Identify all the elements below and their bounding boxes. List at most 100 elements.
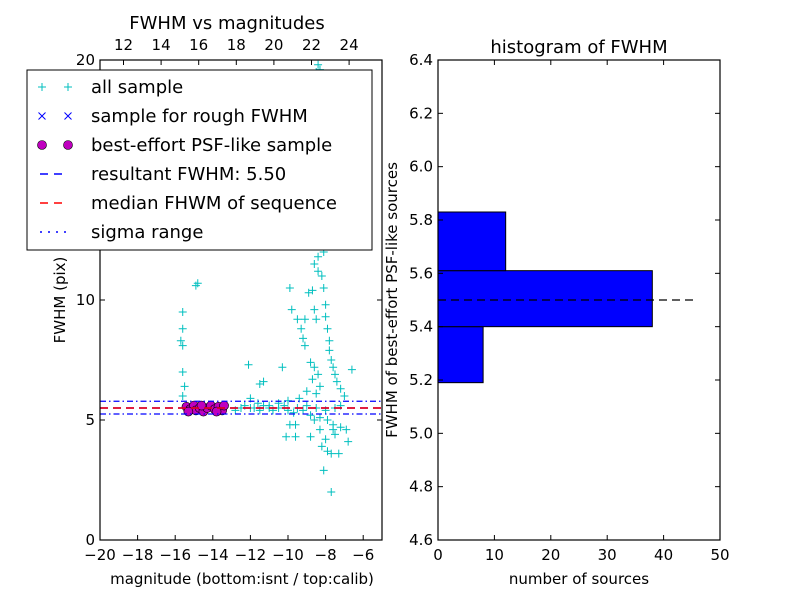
y-tick-label: 5.6: [409, 264, 433, 282]
all-sample-point: [336, 423, 345, 432]
all-sample-point: [321, 312, 330, 321]
top-tick-label: 20: [264, 36, 283, 54]
all-sample-point: [310, 416, 319, 424]
all-sample-point: [319, 284, 328, 292]
legend-item: sample for rough FWHM: [38, 106, 308, 127]
all-sample-point: [325, 336, 334, 345]
all-sample-point: [306, 358, 315, 367]
all-sample-point: [300, 341, 309, 350]
all-sample-point: [314, 370, 323, 379]
all-sample-point: [314, 267, 323, 276]
legend-item: all sample: [38, 77, 183, 98]
legend-item: sigma range: [40, 222, 203, 243]
y-tick-label: 5: [85, 411, 95, 429]
histogram-bar: [437, 211, 507, 272]
top-tick-label: 12: [114, 36, 133, 54]
all-sample-point: [336, 384, 345, 393]
all-sample-point: [297, 324, 306, 333]
all-sample-point: [321, 300, 330, 309]
all-sample-point: [306, 432, 315, 441]
all-sample-point: [331, 370, 339, 379]
legend-label: best-effort PSF-like sample: [91, 135, 332, 156]
all-sample-point: [321, 435, 330, 444]
x-tick-label: −8: [315, 546, 337, 564]
histogram-x-label: number of sources: [509, 570, 649, 588]
y-tick-label: 4.8: [409, 478, 433, 496]
scatter-x-label: magnitude (bottom:isnt / top:calib): [110, 570, 374, 588]
all-sample-point: [327, 449, 336, 458]
legend-item: best-effort PSF-like sample: [37, 135, 332, 156]
scatter-plot-area: [100, 60, 382, 496]
all-sample-point: [310, 363, 319, 372]
all-sample-point: [312, 315, 321, 324]
all-sample-point: [293, 315, 302, 324]
all-sample-point: [308, 375, 317, 384]
all-sample-point: [315, 425, 324, 434]
legend-plus-marker: [64, 83, 72, 91]
histogram-y-ticks: 4.6 4.8 5.0 5.2 5.4 5.6 5.8 6.0 6.2 6.4: [409, 51, 720, 549]
histogram-frame: [437, 59, 721, 541]
all-sample-point: [253, 399, 262, 408]
all-sample-point: [334, 449, 343, 458]
y-tick-label: 5.4: [409, 318, 433, 336]
top-tick-label: 22: [302, 36, 321, 54]
x-tick-label: −18: [122, 546, 154, 564]
all-sample-point: [314, 60, 323, 69]
histogram-panel: histogram of FWHM 0 10 20 30 40 50 4.6 4.8 5.0 5…: [383, 37, 730, 588]
all-sample-point: [278, 363, 287, 372]
legend-item: resultant FWHM: 5.50: [40, 164, 286, 185]
all-sample-point: [178, 324, 187, 333]
legend-label: resultant FWHM: 5.50: [91, 164, 286, 185]
y-tick-label: 5.2: [409, 371, 433, 389]
y-tick-label: 20: [76, 51, 95, 69]
y-tick-label: 0: [85, 531, 95, 549]
histogram-title: histogram of FWHM: [490, 37, 667, 58]
all-sample-point: [332, 377, 341, 386]
all-sample-point: [317, 442, 326, 451]
all-sample-point: [285, 284, 294, 292]
legend-label: sample for rough FWHM: [91, 106, 308, 127]
histogram-y-label: FWHM of best-effort PSF-like sources: [383, 162, 401, 438]
scatter-x-ticks: −20 −18 −16 −14 −12 −10 −8 −6: [84, 535, 374, 564]
all-sample-point: [244, 360, 253, 369]
all-sample-point: [178, 392, 187, 400]
all-sample-point: [180, 382, 189, 391]
all-sample-point: [347, 365, 356, 374]
x-tick-label: −12: [235, 546, 267, 564]
x-tick-label: 0: [433, 546, 443, 564]
all-sample-point: [329, 363, 338, 372]
legend-x-marker: [38, 112, 46, 120]
all-sample-point: [323, 324, 332, 333]
all-sample-point: [299, 406, 308, 415]
top-tick-label: 14: [152, 36, 171, 54]
legend-circle-marker: [37, 140, 47, 150]
all-sample-point: [315, 413, 324, 422]
histogram-x-ticks: 0 10 20 30 40 50: [433, 60, 730, 564]
all-sample-point: [331, 430, 339, 439]
all-sample-point: [300, 315, 309, 324]
top-tick-label: 24: [340, 36, 359, 54]
x-tick-label: 30: [598, 546, 617, 564]
scatter-panel: FWHM vs magnitudes −20 −18 −16 −14 −12 −10 −8−…: [26, 13, 383, 588]
all-sample-point: [315, 382, 324, 391]
y-tick-label: 6.2: [409, 104, 433, 122]
y-tick-label: 6.4: [409, 51, 433, 69]
all-sample-point: [323, 416, 332, 424]
all-sample-point: [178, 368, 187, 376]
legend-box: [26, 69, 373, 251]
scatter-y-ticks: 0 5 10 20: [76, 51, 382, 549]
legend: all sample sample for rough FWHM best-effo…: [26, 69, 373, 251]
top-tick-label: 18: [227, 36, 246, 54]
all-sample-point: [319, 466, 328, 475]
x-tick-label: 20: [541, 546, 560, 564]
x-tick-label: −20: [84, 546, 116, 564]
all-sample-point: [314, 252, 323, 261]
scatter-y-label: FWHM (pix): [51, 257, 69, 344]
psf-sample-point: [196, 400, 207, 411]
legend-label: sigma range: [91, 222, 203, 243]
top-tick-label: 16: [189, 36, 208, 54]
x-tick-label: 40: [654, 546, 673, 564]
psf-sample-point: [211, 406, 222, 417]
all-sample-point: [329, 425, 338, 434]
